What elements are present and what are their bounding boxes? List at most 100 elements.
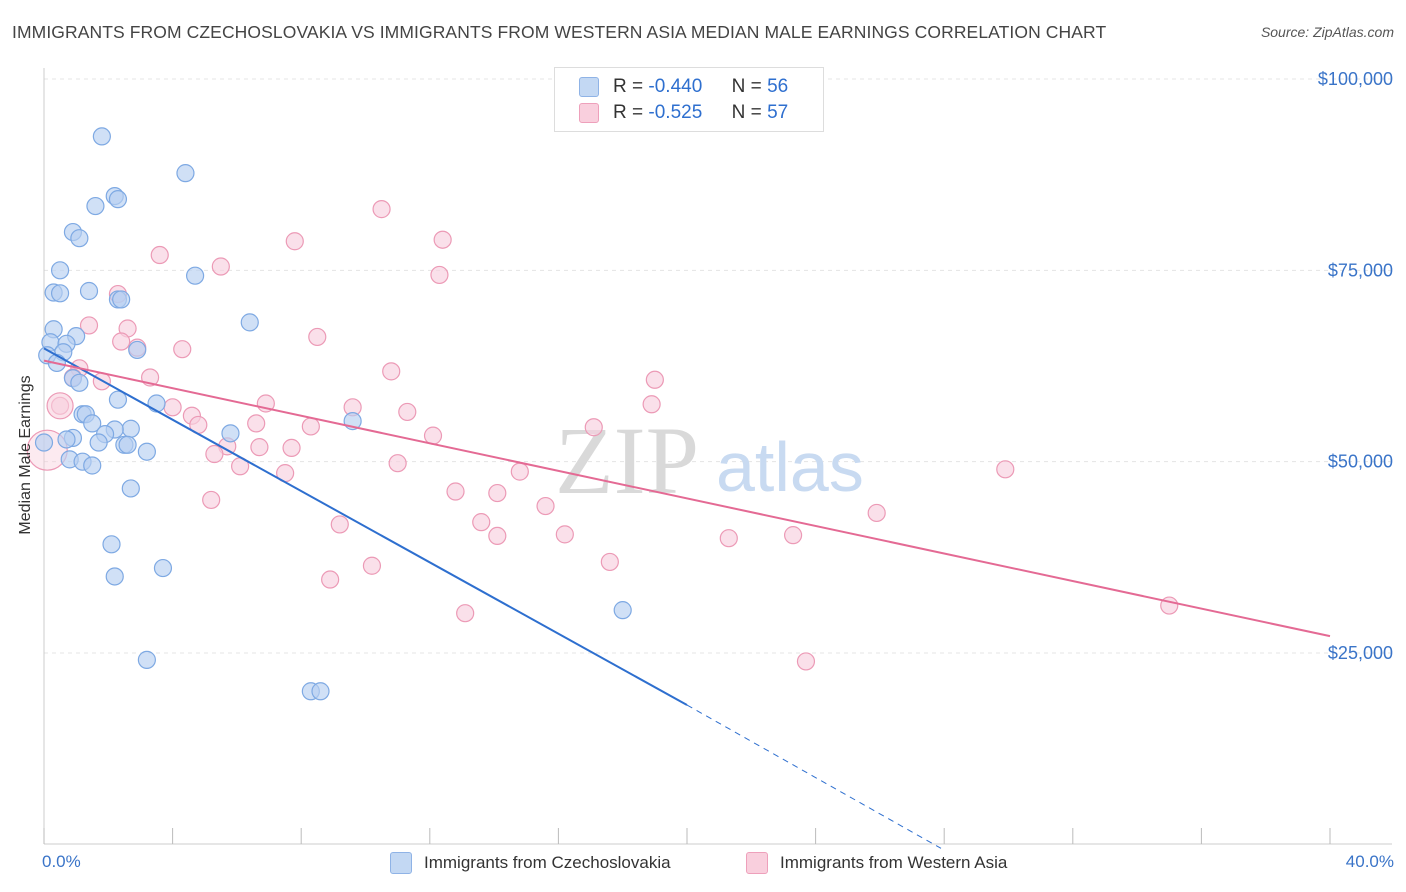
- y-tick-labels: $25,000 $50,000 $75,000 $100,000: [1318, 69, 1393, 663]
- point-western-asia: [433, 230, 452, 249]
- y-axis-label: Median Male Earnings: [17, 375, 34, 535]
- point-czechoslovakia: [137, 442, 156, 461]
- point-czechoslovakia: [240, 313, 259, 332]
- point-western-asia: [247, 414, 266, 433]
- point-western-asia: [163, 398, 182, 417]
- point-western-asia: [79, 316, 99, 335]
- point-western-asia: [372, 200, 391, 219]
- axes: [43, 68, 1392, 845]
- point-western-asia: [202, 490, 221, 510]
- point-western-asia: [362, 556, 382, 575]
- legend-n-value: 56: [767, 76, 789, 97]
- point-western-asia: [301, 417, 320, 436]
- chart-title: IMMIGRANTS FROM CZECHOSLOVAKIA VS IMMIGR…: [12, 22, 1107, 42]
- bottom-legend-label: Immigrants from Western Asia: [780, 853, 1008, 872]
- point-czechoslovakia: [186, 266, 205, 285]
- y-tick-label: $25,000: [1328, 643, 1393, 663]
- series-czechoslovakia-points: [34, 127, 632, 701]
- point-western-asia: [173, 340, 192, 359]
- point-western-asia: [285, 232, 304, 251]
- point-czechoslovakia: [92, 127, 111, 146]
- point-czechoslovakia: [50, 284, 70, 303]
- point-western-asia: [423, 426, 443, 445]
- point-western-asia: [398, 402, 417, 422]
- bottom-legend-czechoslovakia: Immigrants from Czechoslovakia: [390, 852, 671, 874]
- point-czechoslovakia: [108, 190, 128, 209]
- point-western-asia: [205, 444, 224, 464]
- legend-swatch-blue: [579, 77, 599, 97]
- point-western-asia: [510, 462, 529, 481]
- x-axis-min-label: 0.0%: [42, 852, 81, 871]
- bottom-legend-western-asia: Immigrants from Western Asia: [746, 852, 1007, 874]
- point-czechoslovakia: [176, 164, 195, 183]
- point-czechoslovakia: [50, 261, 70, 280]
- point-western-asia: [867, 503, 886, 523]
- point-czechoslovakia: [102, 535, 121, 554]
- trendline-czechoslovakia: [43, 347, 688, 706]
- point-czechoslovakia: [128, 340, 147, 360]
- legend-n-label: N =: [731, 102, 762, 123]
- point-czechoslovakia: [311, 682, 330, 701]
- point-western-asia: [584, 418, 603, 437]
- legend-row-western-asia: R = -0.525 N = 57: [579, 101, 788, 125]
- point-czechoslovakia: [105, 567, 124, 586]
- grid: [44, 78, 1392, 654]
- point-czechoslovakia: [137, 650, 156, 669]
- point-czechoslovakia: [118, 435, 137, 454]
- point-czechoslovakia: [86, 196, 105, 216]
- point-czechoslovakia: [153, 558, 173, 578]
- legend-n-label: N =: [731, 76, 762, 97]
- point-western-asia: [796, 652, 816, 671]
- point-western-asia: [150, 245, 169, 265]
- point-western-asia: [112, 332, 131, 351]
- x-axis-max-label: 40.0%: [1345, 852, 1394, 871]
- y-tick-label: $50,000: [1328, 452, 1393, 472]
- point-western-asia: [330, 515, 349, 534]
- point-western-asia: [282, 438, 301, 457]
- point-czechoslovakia: [221, 424, 240, 443]
- point-western-asia: [488, 526, 507, 546]
- legend-r-label: R =: [613, 102, 644, 123]
- point-western-asia: [211, 257, 230, 276]
- legend-r-value: -0.525: [648, 102, 703, 123]
- legend-r-value: -0.440: [648, 76, 703, 97]
- point-czechoslovakia: [613, 601, 632, 620]
- point-czechoslovakia: [79, 281, 99, 301]
- point-czechoslovakia: [89, 433, 108, 452]
- point-western-asia: [46, 392, 74, 420]
- point-czechoslovakia: [108, 390, 128, 409]
- point-western-asia: [430, 265, 449, 285]
- point-czechoslovakia: [70, 229, 89, 248]
- point-western-asia: [600, 552, 619, 572]
- point-western-asia: [488, 483, 507, 503]
- point-czechoslovakia: [34, 433, 54, 452]
- source-credit: Source: ZipAtlas.com: [1260, 24, 1394, 40]
- point-czechoslovakia: [83, 414, 102, 433]
- point-western-asia: [996, 460, 1015, 479]
- point-western-asia: [308, 327, 327, 347]
- bottom-legend-swatch-blue: [390, 852, 412, 874]
- point-western-asia: [321, 570, 340, 589]
- legend-n-value: 57: [767, 102, 789, 123]
- trend-lines: [43, 347, 1331, 849]
- point-western-asia: [536, 496, 555, 516]
- point-western-asia: [645, 370, 664, 389]
- point-western-asia: [472, 513, 491, 532]
- trendline-western-asia: [43, 359, 1331, 638]
- y-tick-label: $75,000: [1328, 260, 1393, 280]
- trendline-czechoslovakia-extension: [686, 704, 942, 849]
- point-western-asia: [783, 526, 803, 545]
- point-western-asia: [642, 395, 661, 414]
- point-czechoslovakia: [83, 456, 102, 475]
- point-czechoslovakia: [147, 394, 166, 413]
- point-western-asia: [382, 362, 401, 381]
- legend-row-czechoslovakia: R = -0.440 N = 56: [579, 75, 788, 99]
- correlation-legend: R = -0.440 N = 56 R = -0.525 N = 57: [554, 67, 824, 132]
- y-tick-label: $100,000: [1318, 69, 1393, 89]
- legend-r-label: R =: [613, 76, 644, 97]
- bottom-legend-swatch-pink: [746, 852, 768, 874]
- point-western-asia: [446, 482, 465, 501]
- point-czechoslovakia: [121, 479, 140, 498]
- legend-swatch-pink: [579, 103, 599, 123]
- point-czechoslovakia: [70, 373, 89, 392]
